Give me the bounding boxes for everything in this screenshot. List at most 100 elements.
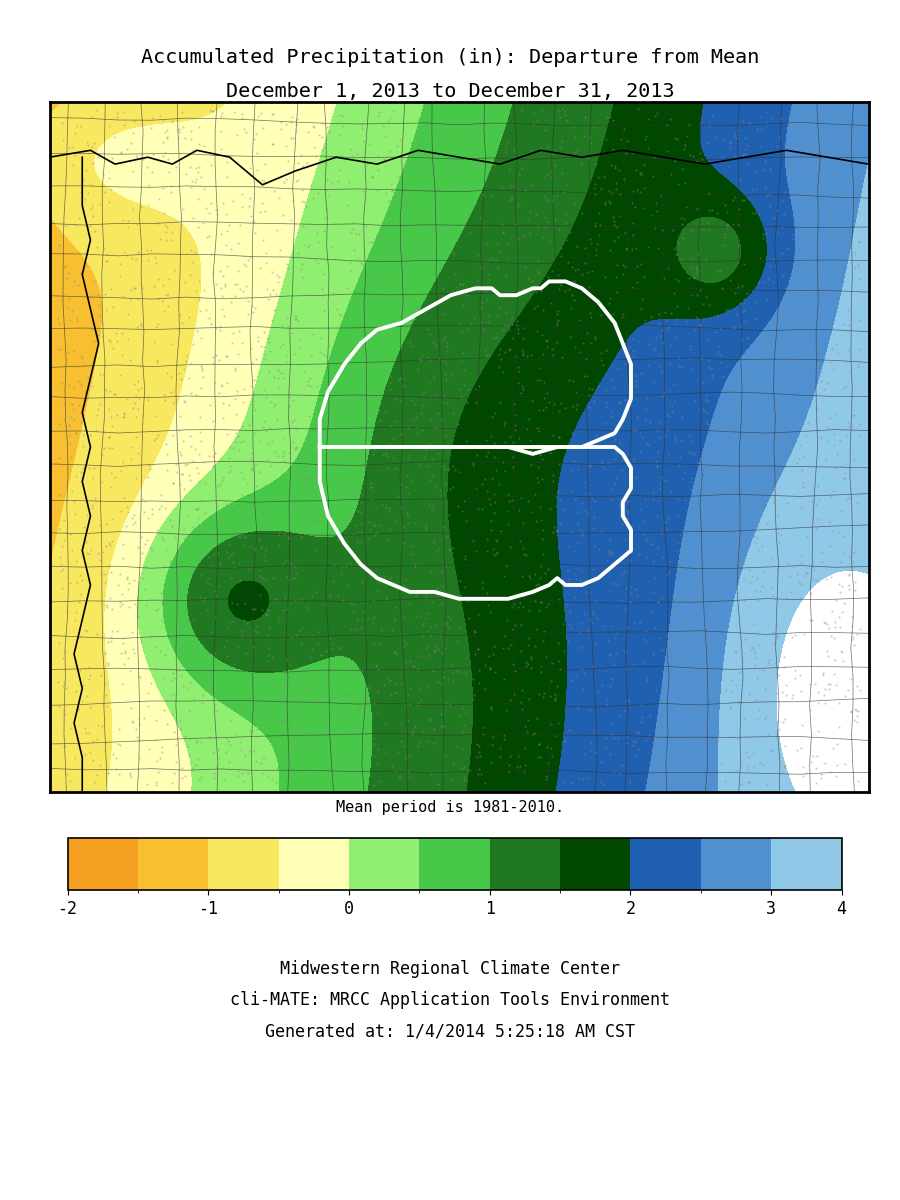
Point (464, 589, 478, 608)
Point (76, 570, 90, 589)
Point (212, 449, 227, 468)
Point (415, 244, 429, 263)
Point (195, 359, 210, 378)
Point (731, 691, 745, 710)
Point (422, 494, 436, 514)
Point (758, 426, 772, 445)
Point (368, 746, 382, 766)
Point (419, 608, 434, 628)
Point (438, 427, 453, 446)
Point (390, 136, 404, 155)
Point (721, 494, 735, 514)
Point (228, 274, 242, 293)
Point (320, 438, 335, 457)
Point (239, 256, 254, 275)
Point (176, 541, 191, 560)
Point (669, 328, 683, 347)
Point (777, 342, 791, 361)
Point (93, 305, 107, 324)
Point (183, 157, 197, 176)
Point (852, 311, 867, 330)
Point (121, 580, 135, 599)
Point (367, 634, 382, 653)
Point (364, 168, 379, 187)
Point (54, 562, 68, 581)
Point (202, 446, 216, 466)
Point (693, 474, 707, 493)
Point (717, 227, 732, 246)
Point (675, 215, 689, 234)
Point (557, 182, 572, 202)
Point (544, 654, 559, 673)
Point (199, 198, 213, 217)
Point (428, 541, 443, 560)
Point (678, 611, 692, 630)
Point (446, 403, 461, 422)
Point (266, 134, 280, 154)
Point (737, 571, 751, 590)
Point (756, 224, 770, 244)
Point (268, 491, 283, 510)
Point (537, 206, 552, 226)
Point (69, 312, 84, 331)
Point (317, 221, 331, 240)
Point (631, 331, 645, 350)
Point (172, 421, 186, 440)
Point (655, 731, 670, 750)
Point (544, 167, 558, 186)
Point (501, 340, 516, 359)
Point (69, 572, 84, 592)
Point (132, 668, 147, 688)
Point (352, 445, 366, 464)
Point (661, 509, 675, 528)
Point (126, 124, 140, 143)
Point (209, 493, 223, 512)
Point (210, 498, 224, 517)
Point (512, 428, 526, 448)
Point (599, 695, 614, 714)
Point (247, 212, 261, 232)
Point (419, 638, 434, 658)
Point (238, 528, 252, 547)
Point (78, 719, 93, 738)
Point (524, 455, 538, 474)
Point (612, 494, 626, 514)
Point (469, 392, 483, 412)
Point (89, 238, 104, 257)
Point (310, 496, 325, 515)
Point (670, 605, 684, 624)
Point (138, 580, 152, 599)
Point (166, 394, 180, 413)
Point (662, 407, 676, 426)
Point (825, 601, 840, 620)
Point (698, 674, 712, 694)
Point (500, 557, 514, 576)
Point (817, 685, 832, 704)
Point (756, 756, 770, 775)
Point (688, 587, 702, 606)
Point (306, 325, 320, 344)
Point (63, 434, 77, 454)
Point (123, 438, 138, 457)
Point (141, 390, 156, 409)
Point (227, 558, 241, 577)
Point (760, 774, 775, 793)
Point (358, 420, 373, 439)
Point (177, 456, 192, 475)
Point (817, 679, 832, 698)
Point (820, 431, 834, 450)
Point (714, 754, 728, 773)
Point (427, 368, 441, 388)
Point (384, 310, 399, 329)
Point (623, 593, 637, 612)
Point (749, 691, 763, 710)
Point (99, 514, 113, 533)
Point (748, 534, 762, 553)
Point (496, 452, 510, 472)
Point (688, 258, 703, 277)
Point (502, 538, 517, 557)
Point (626, 214, 641, 233)
Point (226, 439, 240, 458)
Point (149, 752, 164, 772)
Point (642, 726, 656, 745)
